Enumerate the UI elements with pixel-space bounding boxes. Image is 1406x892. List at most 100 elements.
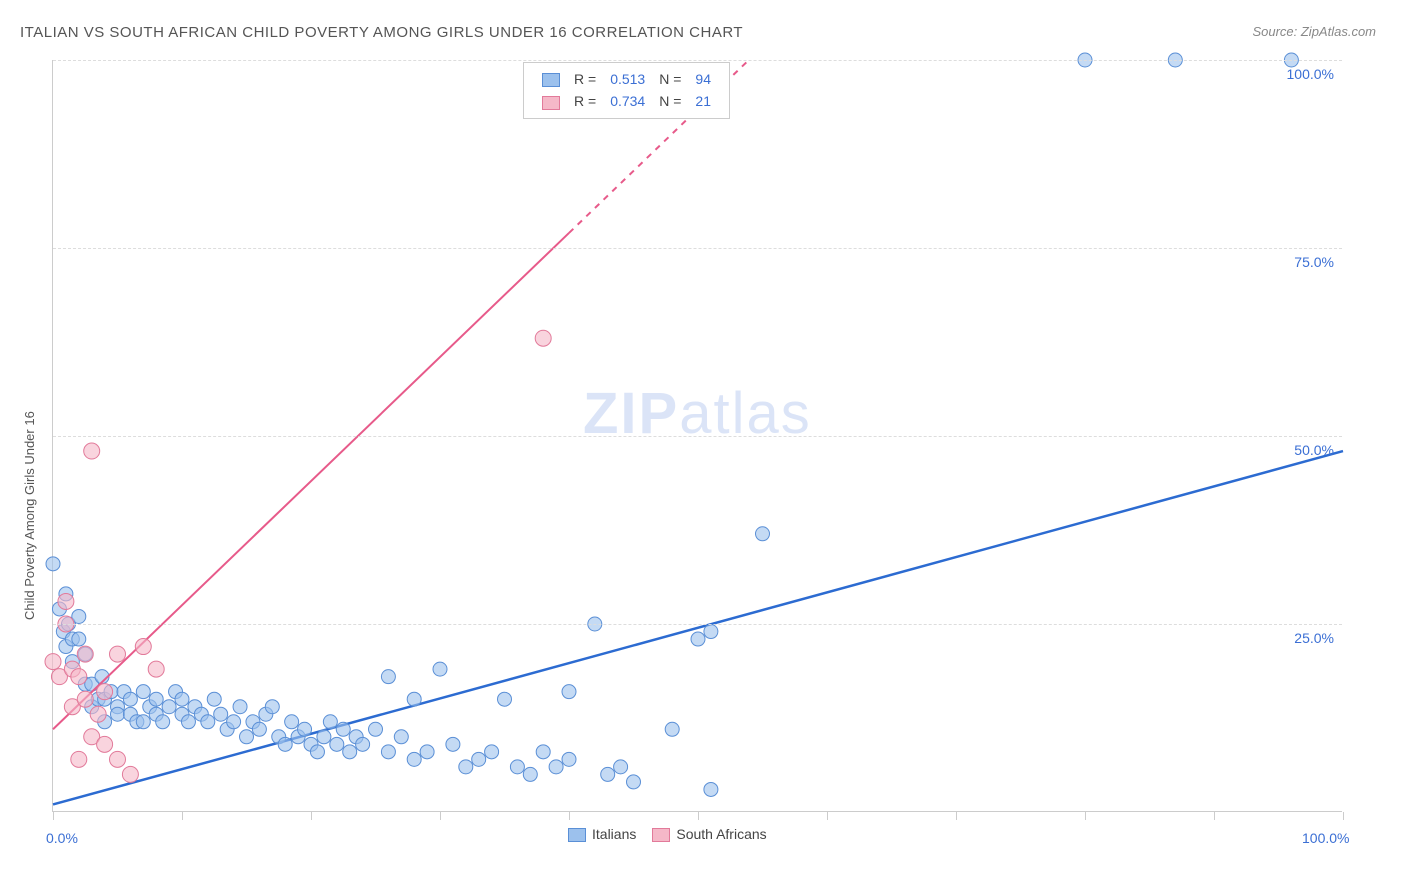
legend-swatch bbox=[652, 828, 670, 842]
data-point bbox=[562, 752, 576, 766]
x-tick-mark bbox=[182, 812, 183, 820]
data-point bbox=[336, 722, 350, 736]
x-tick-mark bbox=[53, 812, 54, 820]
data-point bbox=[343, 745, 357, 759]
data-point bbox=[535, 330, 551, 346]
data-point bbox=[704, 625, 718, 639]
data-point bbox=[285, 715, 299, 729]
legend-series-name: South Africans bbox=[676, 826, 766, 842]
data-point bbox=[149, 692, 163, 706]
data-point bbox=[317, 730, 331, 744]
x-tick-mark bbox=[698, 812, 699, 820]
x-tick-mark bbox=[1214, 812, 1215, 820]
data-point bbox=[207, 692, 221, 706]
data-point bbox=[704, 782, 718, 796]
data-point bbox=[446, 737, 460, 751]
grid-line bbox=[53, 436, 1342, 437]
legend-r-value-italians: 0.513 bbox=[604, 69, 651, 89]
data-point bbox=[265, 700, 279, 714]
data-point bbox=[536, 745, 550, 759]
legend-r-label: R = bbox=[568, 91, 602, 111]
data-point bbox=[394, 730, 408, 744]
data-point bbox=[175, 692, 189, 706]
data-point bbox=[381, 670, 395, 684]
legend-n-value-italians: 94 bbox=[689, 69, 717, 89]
legend-swatch-south-africans bbox=[542, 96, 560, 110]
data-point bbox=[562, 685, 576, 699]
data-point bbox=[97, 736, 113, 752]
data-point bbox=[135, 639, 151, 655]
legend-bottom-item: South Africans bbox=[652, 826, 766, 842]
x-tick-label: 0.0% bbox=[46, 830, 78, 846]
data-point bbox=[510, 760, 524, 774]
data-point bbox=[181, 715, 195, 729]
grid-line bbox=[53, 60, 1342, 61]
data-point bbox=[201, 715, 215, 729]
data-point bbox=[627, 775, 641, 789]
chart-title: ITALIAN VS SOUTH AFRICAN CHILD POVERTY A… bbox=[20, 24, 743, 41]
data-point bbox=[45, 654, 61, 670]
y-tick-label: 25.0% bbox=[1294, 630, 1334, 646]
data-point bbox=[97, 684, 113, 700]
legend-series-box: Italians South Africans bbox=[568, 826, 767, 842]
data-point bbox=[756, 527, 770, 541]
data-point bbox=[58, 593, 74, 609]
x-tick-mark bbox=[440, 812, 441, 820]
grid-line bbox=[53, 624, 1342, 625]
legend-correlation-box: R = 0.513 N = 94 R = 0.734 N = 21 bbox=[523, 62, 730, 119]
data-point bbox=[123, 692, 137, 706]
data-point bbox=[110, 646, 126, 662]
data-point bbox=[369, 722, 383, 736]
x-tick-mark bbox=[827, 812, 828, 820]
data-point bbox=[136, 715, 150, 729]
legend-r-value-south-africans: 0.734 bbox=[604, 91, 651, 111]
data-point bbox=[214, 707, 228, 721]
data-point bbox=[162, 700, 176, 714]
data-point bbox=[136, 685, 150, 699]
y-tick-label: 75.0% bbox=[1294, 254, 1334, 270]
data-point bbox=[691, 632, 705, 646]
data-point bbox=[233, 700, 247, 714]
x-tick-mark bbox=[1085, 812, 1086, 820]
data-point bbox=[252, 722, 266, 736]
legend-bottom-item: Italians bbox=[568, 826, 636, 842]
data-point bbox=[77, 691, 93, 707]
legend-correlation-table: R = 0.513 N = 94 R = 0.734 N = 21 bbox=[534, 67, 719, 114]
data-point bbox=[601, 767, 615, 781]
data-point bbox=[77, 646, 93, 662]
data-point bbox=[485, 745, 499, 759]
data-point bbox=[72, 632, 86, 646]
y-tick-label: 50.0% bbox=[1294, 442, 1334, 458]
legend-row-italians: R = 0.513 N = 94 bbox=[536, 69, 717, 89]
data-point bbox=[356, 737, 370, 751]
data-point bbox=[71, 669, 87, 685]
grid-line bbox=[53, 248, 1342, 249]
data-point bbox=[310, 745, 324, 759]
data-point bbox=[111, 707, 125, 721]
source-label: Source: ZipAtlas.com bbox=[1252, 24, 1376, 39]
x-tick-mark bbox=[311, 812, 312, 820]
data-point bbox=[523, 767, 537, 781]
x-tick-mark bbox=[1343, 812, 1344, 820]
data-point bbox=[90, 706, 106, 722]
data-point bbox=[156, 715, 170, 729]
x-tick-mark bbox=[956, 812, 957, 820]
legend-swatch-italians bbox=[542, 73, 560, 87]
x-tick-mark bbox=[569, 812, 570, 820]
data-point bbox=[240, 730, 254, 744]
data-point bbox=[278, 737, 292, 751]
x-tick-label: 100.0% bbox=[1302, 830, 1349, 846]
data-point bbox=[433, 662, 447, 676]
y-axis-label: Child Poverty Among Girls Under 16 bbox=[22, 411, 37, 620]
data-point bbox=[122, 766, 138, 782]
data-point bbox=[84, 443, 100, 459]
legend-n-label: N = bbox=[653, 91, 687, 111]
legend-n-label: N = bbox=[653, 69, 687, 89]
data-point bbox=[549, 760, 563, 774]
data-point bbox=[330, 737, 344, 751]
legend-row-south-africans: R = 0.734 N = 21 bbox=[536, 91, 717, 111]
data-point bbox=[459, 760, 473, 774]
legend-r-label: R = bbox=[568, 69, 602, 89]
data-point bbox=[665, 722, 679, 736]
data-point bbox=[46, 557, 60, 571]
